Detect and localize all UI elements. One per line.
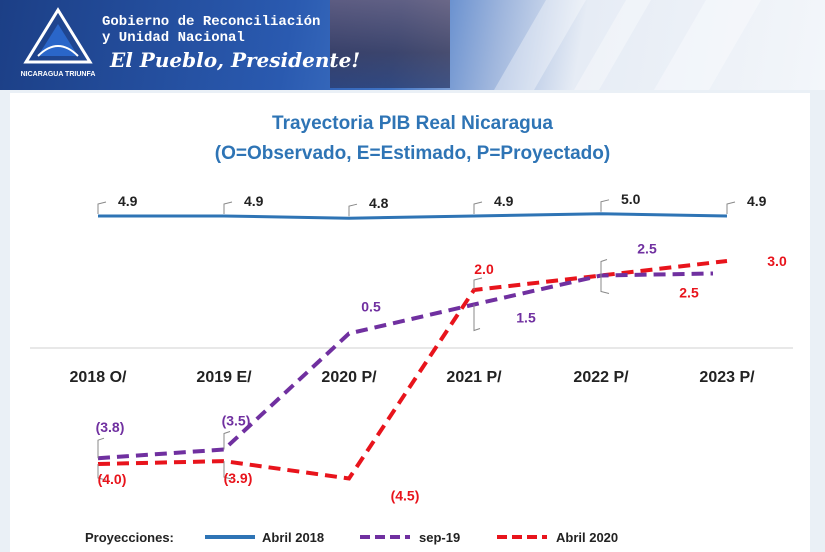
label-leader-line: [600, 259, 608, 276]
category-label: 2022 P/: [573, 369, 629, 386]
series-line-abril-2018: [98, 212, 728, 220]
label-leader-line: [726, 201, 736, 214]
data-label-abril-2018: 4.9: [494, 193, 514, 209]
data-label-abril-2020: 2.5: [679, 285, 699, 301]
category-label: 2018 O/: [70, 369, 127, 386]
label-leader-line: [600, 199, 610, 212]
slogan: El Pueblo, Presidente!: [110, 48, 361, 72]
label-leader-line: [223, 461, 233, 480]
category-label: 2020 P/: [321, 369, 377, 386]
label-leader-line: [600, 275, 610, 294]
banner-photo: [330, 0, 450, 88]
data-label-abril-2018: 4.9: [747, 193, 767, 209]
data-label-abril-2020: (4.0): [98, 471, 127, 487]
data-label-abril-2020: (3.9): [224, 470, 253, 486]
data-label-abril-2018: 4.9: [118, 193, 138, 209]
data-label-abril-2020: 3.0: [767, 253, 787, 269]
data-label-abril-2018: 5.0: [621, 191, 641, 207]
data-label-sep-19: (3.8): [96, 419, 125, 435]
label-leader-line: [223, 431, 231, 450]
data-label-sep-19: 0.5: [361, 299, 381, 315]
label-leader-line: [97, 437, 105, 459]
label-leader-line: [223, 201, 233, 214]
legend-label: sep-19: [419, 530, 460, 545]
label-leader-line: [473, 277, 483, 290]
legend-title: Proyecciones:: [85, 530, 174, 545]
category-label: 2019 E/: [196, 369, 252, 386]
chart-subtitle: (O=Observado, E=Estimado, P=Proyectado): [214, 143, 611, 164]
data-label-abril-2018: 4.9: [244, 193, 264, 209]
data-label-sep-19: 1.5: [516, 310, 536, 326]
header-banner: NICARAGUA TRIUNFA Gobierno de Reconcilia…: [0, 0, 825, 90]
emblem-text: NICARAGUA TRIUNFA: [21, 71, 96, 78]
data-label-abril-2020: 2.0: [474, 261, 494, 277]
org-name-line1: Gobierno de Reconciliación: [102, 14, 321, 30]
series-line-abril-2020: [97, 259, 728, 481]
chart-title: Trayectoria PIB Real Nicaragua: [272, 113, 553, 134]
data-label-abril-2020: (4.5): [391, 488, 420, 504]
label-leader-line: [97, 201, 107, 214]
series-line-sep-19: [97, 271, 714, 461]
label-leader-line: [473, 304, 481, 332]
category-label: 2023 P/: [699, 369, 755, 386]
label-leader-line: [348, 203, 358, 217]
label-leader-line: [97, 464, 107, 481]
legend-label: Abril 2020: [556, 530, 618, 545]
org-name-line2: y Unidad Nacional: [102, 30, 245, 46]
data-label-sep-19: (3.5): [222, 413, 251, 429]
data-label-abril-2018: 4.8: [369, 195, 389, 211]
label-leader-line: [473, 201, 483, 214]
chart-panel: [10, 93, 810, 552]
category-label: 2021 P/: [446, 369, 502, 386]
legend-label: Abril 2018: [262, 530, 324, 545]
data-label-sep-19: 2.5: [637, 241, 657, 257]
nicaragua-emblem-icon: NICARAGUA TRIUNFA: [21, 7, 96, 78]
